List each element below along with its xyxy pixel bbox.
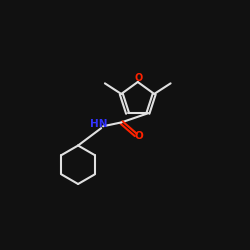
Text: O: O (134, 73, 142, 83)
Text: O: O (135, 132, 144, 141)
Text: HN: HN (90, 119, 108, 129)
